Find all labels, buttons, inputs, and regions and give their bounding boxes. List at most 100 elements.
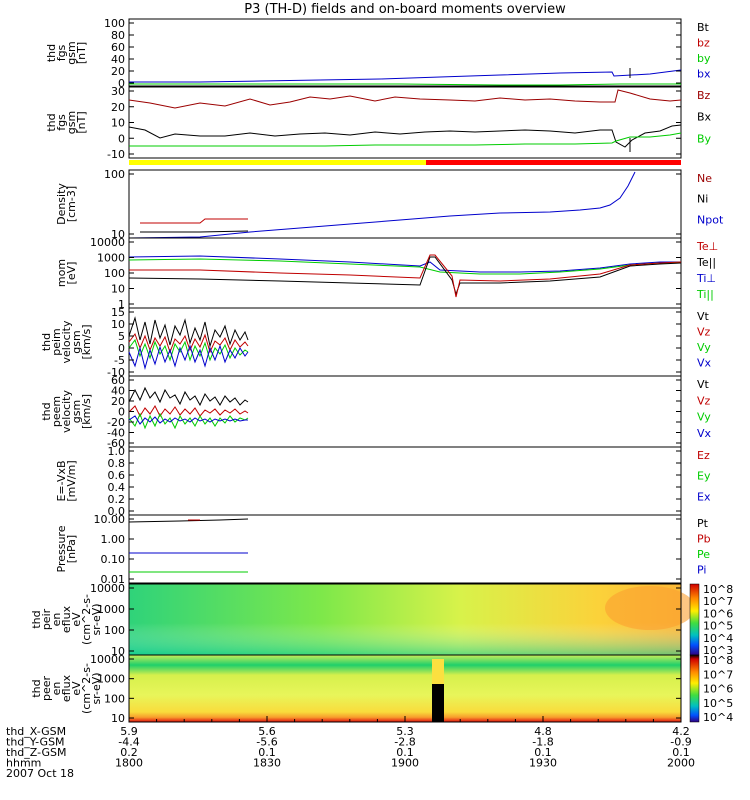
x-tick-label: -1.8 <box>532 736 553 749</box>
panel-electron-spectrogram <box>128 654 700 723</box>
y-axis-label: gsm <box>65 111 78 134</box>
legend-entry: Vx <box>697 357 712 370</box>
status-flag-yellow <box>129 160 426 165</box>
y-axis-label: Pressure <box>55 525 68 572</box>
legend-entry: Pb <box>697 533 711 546</box>
y-axis-label: gsm <box>70 400 83 423</box>
panel-density <box>128 169 682 239</box>
y-axis-label: eflux <box>60 674 73 702</box>
series-npot-line <box>128 171 636 239</box>
y-axis-label: [cm-3] <box>65 186 78 222</box>
x-axis-row-label: hhmm <box>6 757 41 770</box>
x-axis-row-label: thd_Z-GSM <box>6 746 66 759</box>
x-tick-label: -5.6 <box>256 736 277 749</box>
legend-entry: Vy <box>697 341 711 354</box>
colorbar-label: 10^5 <box>703 697 733 710</box>
x-tick-label: -0.9 <box>670 736 691 749</box>
y-tick-label: 1.00 <box>101 533 126 546</box>
y-tick-label: 100 <box>104 692 125 705</box>
colorbar-label: 10^4 <box>703 711 733 724</box>
y-tick-label: 20 <box>111 395 125 408</box>
legend-entry: Vt <box>697 310 710 323</box>
y-axis-label: mom <box>55 259 68 287</box>
y-tick-label: 1 <box>118 298 125 311</box>
legend-entry: Npot <box>697 213 724 226</box>
x-tick-label: 4.2 <box>672 725 690 738</box>
y-tick-label: 10 <box>111 117 125 130</box>
y-tick-label: 100 <box>104 17 125 30</box>
legend-entry: Ne <box>697 172 712 185</box>
series-te-perp-line <box>129 254 682 298</box>
y-axis-label: en <box>50 682 63 696</box>
legend-entry: Te|| <box>696 256 716 269</box>
y-tick-label: 60 <box>111 374 125 387</box>
legend-entry: Ni <box>697 193 708 206</box>
series-vz-peem-line <box>128 404 249 418</box>
y-axis-label: velocity <box>60 390 73 433</box>
y-axis-label: gsm <box>70 330 83 353</box>
colorbar-label: 10^6 <box>703 683 733 696</box>
y-tick-label: 60 <box>111 41 125 54</box>
x-tick-label: 5.3 <box>396 725 414 738</box>
y-axis-label: [nPa] <box>65 535 78 563</box>
y-tick-label: 10000 <box>90 653 125 666</box>
y-axis-label: [mV/m] <box>65 460 78 501</box>
y-tick-label: 0.6 <box>108 469 126 482</box>
series-vx-peim-line <box>128 344 249 370</box>
y-axis-label: fgs <box>55 44 68 61</box>
y-tick-label: -5 <box>114 354 125 367</box>
y-tick-label: 1000 <box>97 673 125 686</box>
colorbar-label: 10^5 <box>703 620 733 633</box>
legend-entry: Vx <box>697 427 712 440</box>
y-axis-label: eV <box>70 681 83 696</box>
x-tick-label: 0.1 <box>672 746 690 759</box>
y-tick-label: 0 <box>118 342 125 355</box>
series-vt-peem-line <box>128 386 249 407</box>
y-axis-label: E=-VxB <box>55 460 68 501</box>
y-axis-label: eV <box>70 612 83 627</box>
y-tick-label: 0.10 <box>101 553 126 566</box>
colorbar-label: 10^4 <box>703 632 733 645</box>
colorbar-label: 10^3 <box>703 644 733 657</box>
x-tick-label: 1830 <box>253 757 281 770</box>
legend-entry: Bt <box>697 21 710 34</box>
y-tick-label: 15 <box>111 306 125 319</box>
panel-pressure <box>128 514 682 584</box>
y-axis-label: velocity <box>60 320 73 363</box>
y-tick-label: -20 <box>107 416 125 429</box>
y-tick-label: 80 <box>111 29 125 42</box>
series-bz-comp-line <box>128 89 682 109</box>
y-tick-label: 0 <box>118 132 125 145</box>
x-tick-label: 1800 <box>115 757 143 770</box>
y-axis-label: en <box>50 613 63 627</box>
series-by-comp-line <box>129 132 682 147</box>
y-tick-label: -10 <box>107 366 125 379</box>
colorbar-label: 10^6 <box>703 607 733 620</box>
y-axis-label: [nT] <box>75 42 88 64</box>
legend-entry: Ey <box>697 470 711 483</box>
legend-entry: bx <box>697 68 711 81</box>
y-tick-label: -10 <box>107 148 125 161</box>
y-axis-label: [eV] <box>65 262 78 285</box>
y-tick-label: 10000 <box>90 582 125 595</box>
legend-entry: Pt <box>697 517 709 530</box>
y-tick-label: 10000 <box>90 236 125 249</box>
x-axis-row-label: thd_Y-GSM <box>6 736 65 749</box>
y-axis-label: Density <box>55 183 68 225</box>
y-axis-label: thd <box>45 113 58 131</box>
panel-temperature <box>128 237 682 309</box>
legend-entry: bz <box>697 37 710 50</box>
series-by-line <box>129 83 681 86</box>
panel-fgs-total <box>128 18 682 88</box>
y-tick-label: 10.00 <box>94 513 126 526</box>
x-tick-label: 2000 <box>667 757 695 770</box>
x-tick-label: 5.6 <box>258 725 276 738</box>
legend-entry: Vz <box>697 326 711 339</box>
y-axis-label: [nT] <box>75 111 88 133</box>
legend-entry: Vz <box>697 394 711 407</box>
legend-entry: Vy <box>697 411 711 424</box>
series-bx-comp-line <box>128 124 682 148</box>
ion-colorbar <box>689 583 700 656</box>
colorbar-label: 10^7 <box>703 595 733 608</box>
y-tick-label: 1.0 <box>108 445 126 458</box>
